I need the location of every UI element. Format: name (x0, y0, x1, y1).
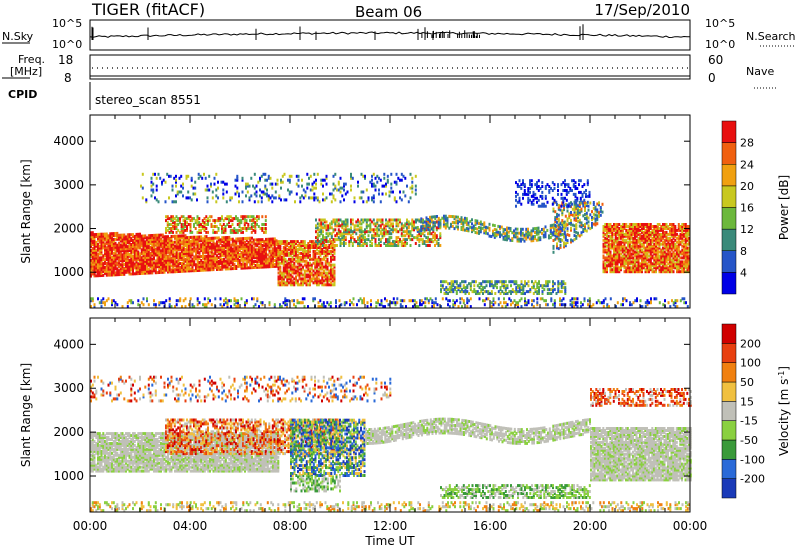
beam-label: Beam 06 (355, 3, 422, 21)
radar-title: TIGER (fitACF) (91, 0, 205, 19)
colorbar-swatch (722, 343, 736, 362)
colorbar-tick-label: -15 (740, 415, 758, 428)
power-ylabel: Slant Range [km] (19, 159, 33, 263)
colorbar-swatch (722, 186, 736, 208)
velocity-panel: 1000 2000 3000 4000 Slant Range [km] 00:00 04:… (19, 318, 791, 548)
x-tick-label: 16:00 (473, 519, 508, 533)
colorbar-tick-label: 8 (740, 245, 747, 258)
colorbar-tick-label: -100 (740, 453, 765, 466)
colorbar-swatch (722, 440, 736, 459)
vel-colorbar-label: Velocity [m s-1] (777, 366, 792, 456)
x-tick-label: 20:00 (573, 519, 608, 533)
freq-tick-top: 18 (58, 53, 73, 67)
colorbar-tick-label: 24 (740, 158, 754, 171)
x-tick-label: 12:00 (373, 519, 408, 533)
freq-unit: [MHz] (10, 65, 42, 78)
nsky-spikes (92, 24, 583, 40)
colorbar-tick-label: 16 (740, 202, 754, 215)
nsearch-tick-bottom: 10^0 (705, 38, 735, 51)
nave-label: Nave (746, 65, 774, 78)
nsearch-tick-top: 10^5 (705, 17, 735, 30)
colorbar-swatch (722, 324, 736, 343)
colorbar-tick-label: 15 (740, 395, 754, 408)
x-tick-label: 00:00 (73, 519, 108, 533)
power-ytick-label: 1000 (53, 265, 84, 279)
colorbar-swatch (722, 382, 736, 401)
power-ytick-label: 3000 (53, 178, 84, 192)
colorbar-swatch (722, 363, 736, 382)
vel-ytick-label: 4000 (53, 337, 84, 351)
vel-ylabel: Slant Range [km] (19, 363, 33, 467)
nsky-tick-bottom: 10^0 (52, 38, 82, 51)
cpid-value: stereo_scan 8551 (95, 93, 201, 107)
colorbar-tick-label: -200 (740, 473, 765, 486)
colorbar-swatch (722, 229, 736, 251)
cpid-panel: CPID stereo_scan 8551 (8, 82, 201, 110)
colorbar-swatch (722, 459, 736, 478)
nsky-panel: N.Sky 10^5 10^0 10^5 10^0 N.Search (2, 17, 796, 51)
power-ytick-label: 4000 (53, 134, 84, 148)
vel-axes-frame (90, 318, 690, 512)
x-axis-label: Time UT (364, 534, 415, 548)
power-panel: 1000 2000 3000 4000 Slant Range [km] 4 8 12 16 20… (19, 115, 791, 308)
nave-tick-bottom: 0 (708, 71, 716, 85)
colorbar-swatch (722, 479, 736, 498)
colorbar-swatch (722, 401, 736, 420)
x-tick-label: 04:00 (173, 519, 208, 533)
power-colorbar: 4 8 12 16 20 24 28 Power [dB] (722, 121, 791, 294)
x-tick-label: 00:00 (673, 519, 708, 533)
power-scatter-field (90, 173, 690, 308)
colorbar-tick-label: 12 (740, 223, 754, 236)
nsearch-label: N.Search (746, 30, 796, 43)
colorbar-swatch (722, 272, 736, 294)
nsky-line (90, 32, 690, 38)
vel-ytick-label: 3000 (53, 381, 84, 395)
power-colorbar-label: Power [dB] (777, 175, 791, 240)
vel-scatter-field (90, 376, 692, 512)
colorbar-tick-label: 4 (740, 266, 747, 279)
colorbar-swatch (722, 164, 736, 186)
vel-ytick-label: 1000 (53, 469, 84, 483)
colorbar-swatch (722, 208, 736, 230)
freq-tick-bottom: 8 (64, 71, 72, 85)
colorbar-swatch (722, 143, 736, 165)
colorbar-tick-label: 200 (740, 337, 761, 350)
nsky-label: N.Sky (2, 30, 34, 43)
colorbar-tick-label: 50 (740, 376, 754, 389)
colorbar-tick-label: 28 (740, 137, 754, 150)
nsky-tick-top: 10^5 (52, 17, 82, 30)
colorbar-tick-label: 20 (740, 180, 754, 193)
colorbar-tick-label: -50 (740, 434, 758, 447)
date-label: 17/Sep/2010 (594, 1, 690, 19)
colorbar-swatch (722, 251, 736, 273)
vel-ytick-label: 2000 (53, 425, 84, 439)
cpid-label: CPID (8, 88, 37, 101)
vel-colorbar: 200 100 50 15 -15 -50 -100 -200 Velocity [m s-1] (722, 324, 791, 498)
colorbar-swatch (722, 121, 736, 143)
x-tick-label: 08:00 (273, 519, 308, 533)
power-ytick-label: 2000 (53, 222, 84, 236)
colorbar-tick-label: 100 (740, 357, 761, 370)
colorbar-swatch (722, 421, 736, 440)
nave-tick-top: 60 (708, 53, 723, 67)
freq-panel: Freq. [MHz] 18 8 60 0 Nave (2, 53, 776, 88)
